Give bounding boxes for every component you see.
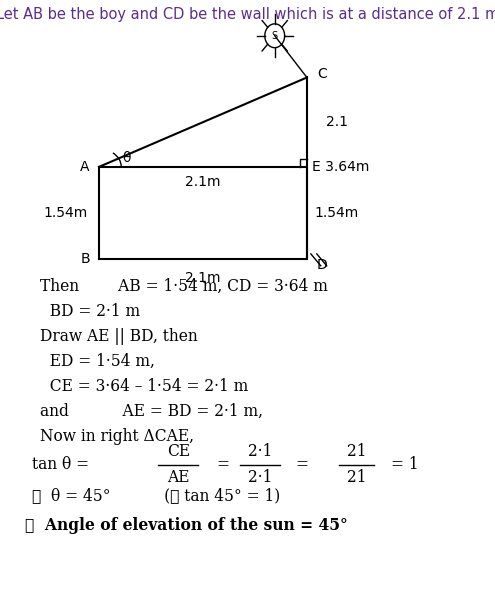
Text: 2·1: 2·1	[248, 470, 272, 486]
Text: ED = 1·54 m,: ED = 1·54 m,	[40, 353, 154, 370]
Text: 2.1: 2.1	[326, 115, 347, 129]
Text: =: =	[296, 457, 308, 473]
Text: ∴  θ = 45°           (∵ tan 45° = 1): ∴ θ = 45° (∵ tan 45° = 1)	[32, 488, 281, 504]
Text: and           AE = BD = 2·1 m,: and AE = BD = 2·1 m,	[40, 403, 263, 420]
Text: Now in right ΔCAE,: Now in right ΔCAE,	[40, 428, 194, 445]
Text: 2.1m: 2.1m	[185, 175, 221, 189]
Text: 21: 21	[346, 470, 366, 486]
Text: 1.54m: 1.54m	[314, 206, 359, 220]
Text: D: D	[317, 258, 328, 272]
Text: 21: 21	[346, 443, 366, 460]
Text: S: S	[272, 31, 278, 41]
Text: 2·1: 2·1	[248, 443, 272, 460]
Text: E 3.64m: E 3.64m	[312, 160, 369, 174]
Text: CE = 3·64 – 1·54 = 2·1 m: CE = 3·64 – 1·54 = 2·1 m	[40, 378, 248, 395]
Text: =: =	[216, 457, 229, 473]
Text: θ: θ	[122, 151, 131, 165]
Text: = 1: = 1	[391, 457, 419, 473]
Text: CE: CE	[167, 443, 190, 460]
Text: 1.54m: 1.54m	[43, 206, 88, 220]
Text: 2.1m: 2.1m	[185, 271, 221, 285]
Text: Then        AB = 1·54 m, CD = 3·64 m: Then AB = 1·54 m, CD = 3·64 m	[40, 278, 328, 294]
Text: BD = 2·1 m: BD = 2·1 m	[40, 303, 140, 319]
Text: Let AB be the boy and CD be the wall which is at a distance of 2.1 m: Let AB be the boy and CD be the wall whi…	[0, 7, 495, 23]
Text: B: B	[80, 252, 90, 266]
Text: tan θ =: tan θ =	[32, 457, 89, 473]
Text: AE: AE	[167, 470, 190, 486]
Text: ∴  Angle of elevation of the sun = 45°: ∴ Angle of elevation of the sun = 45°	[25, 517, 347, 534]
Text: C: C	[317, 67, 327, 82]
Text: A: A	[80, 160, 90, 174]
Text: Draw AE || BD, then: Draw AE || BD, then	[40, 328, 198, 344]
